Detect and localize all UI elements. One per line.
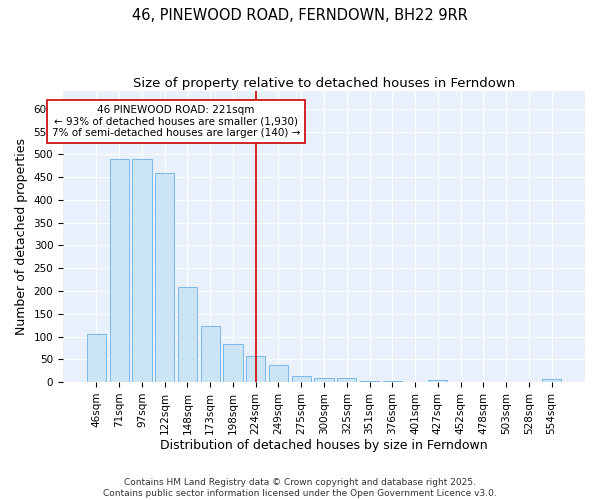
Text: 46 PINEWOOD ROAD: 221sqm
← 93% of detached houses are smaller (1,930)
7% of semi: 46 PINEWOOD ROAD: 221sqm ← 93% of detach… — [52, 105, 300, 138]
Bar — [314, 378, 334, 382]
Bar — [200, 326, 220, 382]
Bar — [383, 381, 402, 382]
Bar — [269, 365, 288, 382]
Bar — [87, 334, 106, 382]
Title: Size of property relative to detached houses in Ferndown: Size of property relative to detached ho… — [133, 78, 515, 90]
Bar — [337, 378, 356, 382]
Bar — [292, 376, 311, 382]
Bar — [110, 159, 129, 382]
Bar — [155, 172, 175, 382]
Text: Contains HM Land Registry data © Crown copyright and database right 2025.
Contai: Contains HM Land Registry data © Crown c… — [103, 478, 497, 498]
Bar — [178, 288, 197, 382]
Bar — [246, 356, 265, 382]
Bar — [223, 344, 242, 382]
X-axis label: Distribution of detached houses by size in Ferndown: Distribution of detached houses by size … — [160, 440, 488, 452]
Bar — [132, 159, 152, 382]
Y-axis label: Number of detached properties: Number of detached properties — [15, 138, 28, 335]
Bar — [360, 380, 379, 382]
Text: 46, PINEWOOD ROAD, FERNDOWN, BH22 9RR: 46, PINEWOOD ROAD, FERNDOWN, BH22 9RR — [132, 8, 468, 22]
Bar — [542, 380, 561, 382]
Bar — [428, 380, 448, 382]
